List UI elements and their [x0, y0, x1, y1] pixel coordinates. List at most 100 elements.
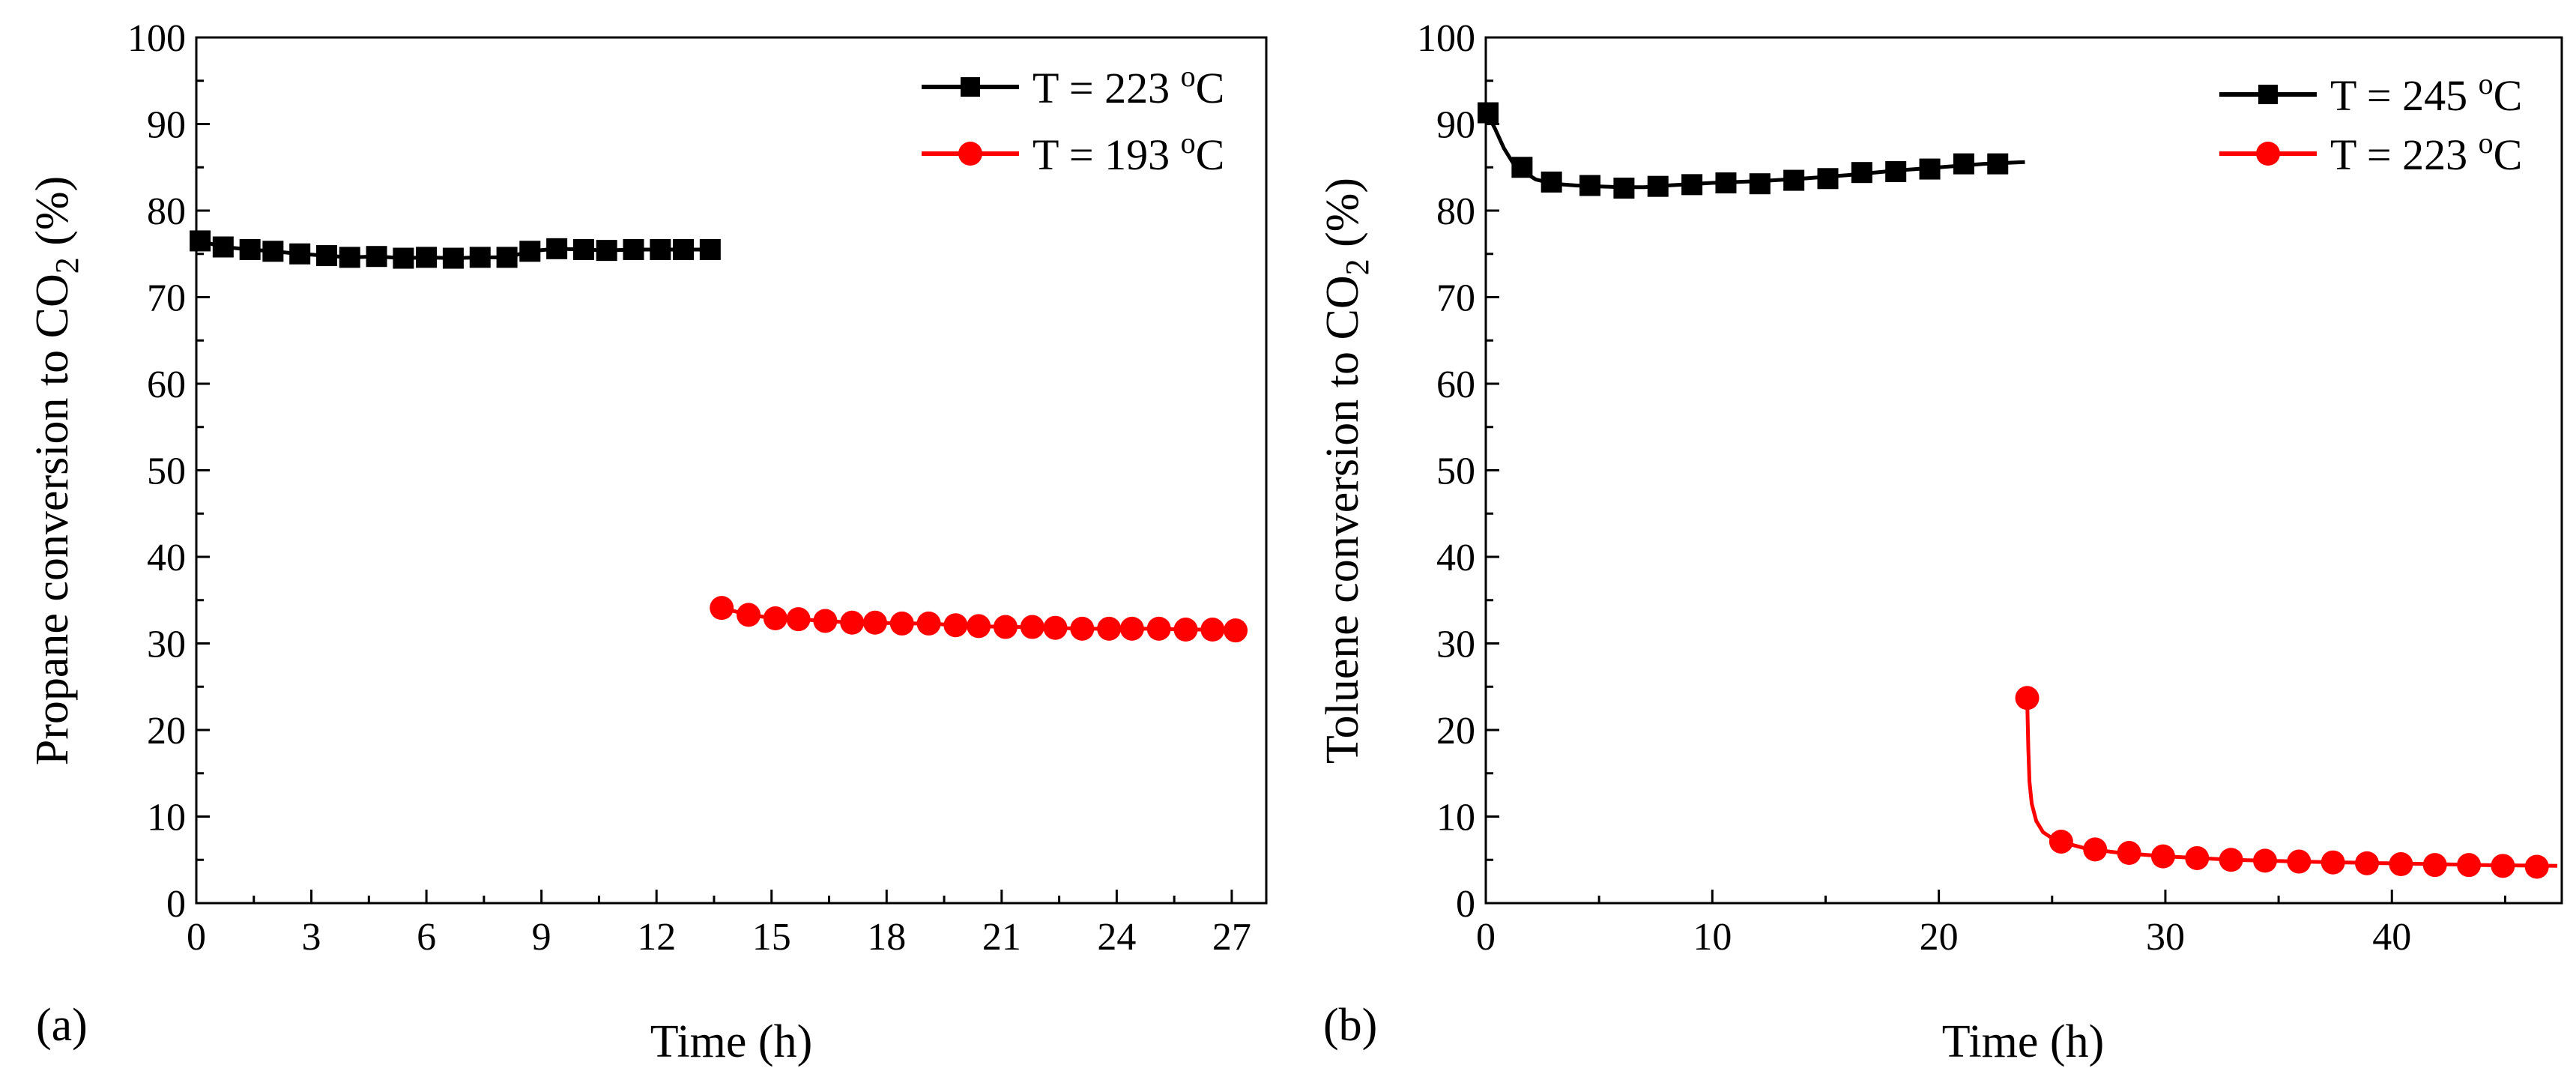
- y-tick-label: 0: [1456, 883, 1475, 926]
- y-tick-label: 80: [147, 190, 186, 233]
- data-point-square: [190, 230, 211, 252]
- panel-label-a: (a): [36, 1000, 88, 1051]
- y-axis-label-suffix-b: (%): [1317, 178, 1368, 259]
- data-point-square: [416, 247, 438, 268]
- y-tick-label: 10: [1436, 797, 1475, 839]
- data-point-square: [1783, 169, 1805, 191]
- data-point-circle: [862, 610, 887, 635]
- data-point-circle: [967, 614, 991, 639]
- series-group-b: [1478, 102, 2558, 879]
- legend-entry-b-0: T = 245 oC: [2219, 67, 2522, 120]
- data-point-circle: [1043, 615, 1068, 640]
- data-point-circle: [2287, 849, 2312, 874]
- legend-label-b-1: T = 223 oC: [2330, 126, 2522, 179]
- legend-a: T = 223 oC T = 193 oC: [922, 59, 1224, 179]
- data-point-square: [393, 247, 414, 269]
- data-point-circle: [813, 609, 838, 633]
- y-tick-label: 10: [147, 797, 186, 839]
- y-tick-label: 40: [147, 537, 186, 579]
- data-point-circle: [2083, 837, 2108, 862]
- y-tick-label: 60: [1436, 363, 1475, 406]
- data-point-circle: [889, 611, 914, 636]
- data-point-circle: [1020, 615, 1044, 639]
- data-point-circle: [840, 610, 865, 635]
- y-tick-label: 30: [1436, 624, 1475, 666]
- y-tick-label: 90: [147, 104, 186, 147]
- legend-marker-circle-a: [958, 142, 982, 166]
- data-point-square: [1715, 172, 1737, 194]
- y-tick-label: 60: [147, 363, 186, 406]
- legend-label-a-1: T = 193 oC: [1032, 126, 1224, 179]
- y-axis-label-text-a: Propane conversion to CO: [27, 274, 78, 765]
- legend-label-a-0: T = 223 oC: [1032, 59, 1224, 112]
- data-point-circle: [1070, 616, 1095, 641]
- data-point-circle: [943, 613, 968, 638]
- data-point-circle: [2457, 853, 2482, 878]
- y-tick-label: 70: [147, 277, 186, 320]
- y-tick-label: 20: [1436, 710, 1475, 752]
- data-point-square: [496, 247, 518, 268]
- y-axis-label-sub-a: 2: [49, 257, 85, 274]
- y-tick-label: 100: [1417, 17, 1475, 60]
- data-point-circle: [2015, 686, 2040, 711]
- data-point-circle: [2219, 848, 2243, 872]
- data-point-square: [1613, 177, 1635, 199]
- y-tick-label: 50: [1436, 450, 1475, 493]
- panel-b: 0 10 20 30 40 50 60 70 80 90 100 0 10 20 30 40 (b) Time…: [1317, 17, 2563, 1067]
- legend-entry-b-1: T = 223 oC: [2219, 126, 2522, 179]
- x-axis-label-b: Time (h): [1942, 1016, 2104, 1067]
- axis-ticks-b: 0 10 20 30 40 50 60 70 80 90 100 0 10 20 30 40: [1417, 17, 2506, 959]
- data-point-circle: [2185, 845, 2210, 870]
- data-point-square: [1919, 158, 1941, 180]
- data-point-square: [1511, 157, 1533, 178]
- y-axis-label-a: Propane conversion to CO2 (%): [27, 176, 85, 766]
- legend-marker-circle-b: [2256, 142, 2280, 166]
- data-point-circle: [710, 596, 734, 621]
- data-point-square: [1851, 162, 1872, 184]
- y-tick-label: 80: [1436, 190, 1475, 233]
- panel-a: 0 10 20 30 40 50 60 70 80 90 100 0 3 6 9 12 15 18 21 24 27 (…: [27, 17, 1268, 1067]
- data-point-circle: [737, 603, 761, 627]
- legend-entry-a-0: T = 223 oC: [922, 59, 1224, 112]
- data-point-square: [673, 238, 695, 260]
- x-tick-label: 30: [2146, 916, 2185, 959]
- x-tick-label: 10: [1693, 916, 1732, 959]
- data-point-square: [339, 247, 360, 268]
- x-tick-label: 12: [637, 916, 676, 959]
- x-tick-label: 20: [1920, 916, 1959, 959]
- data-point-circle: [1119, 616, 1144, 641]
- data-point-square: [1749, 173, 1771, 195]
- series-line-b-1: [2025, 698, 2558, 868]
- legend-b: T = 245 oC T = 223 oC: [2219, 67, 2522, 179]
- y-tick-label: 90: [1436, 104, 1475, 147]
- data-point-square: [316, 245, 338, 267]
- panel-label-b: (b): [1323, 1000, 1377, 1051]
- data-point-circle: [1097, 616, 1122, 641]
- data-point-circle: [2117, 841, 2141, 866]
- data-point-circle: [2150, 844, 2175, 869]
- y-axis-label-text-b: Toluene conversion to CO: [1317, 275, 1368, 764]
- x-tick-label: 18: [867, 916, 906, 959]
- y-tick-label: 40: [1436, 537, 1475, 579]
- data-point-square: [1953, 153, 1974, 175]
- x-tick-label: 40: [2372, 916, 2411, 959]
- data-point-square: [469, 247, 491, 268]
- data-point-square: [442, 247, 464, 269]
- data-point-square: [623, 238, 644, 260]
- data-point-circle: [1200, 618, 1225, 642]
- x-tick-label: 6: [417, 916, 436, 959]
- legend-marker-square-b: [2258, 85, 2278, 104]
- data-point-square: [262, 241, 284, 262]
- data-point-square: [1478, 102, 1499, 124]
- y-tick-label: 70: [1436, 277, 1475, 320]
- data-point-circle: [2049, 829, 2073, 854]
- data-point-square: [239, 238, 261, 260]
- data-point-square: [1885, 161, 1907, 183]
- x-tick-label: 0: [187, 916, 206, 959]
- y-axis-label-suffix-a: (%): [27, 176, 78, 257]
- data-point-square: [366, 246, 387, 268]
- y-tick-label: 20: [147, 710, 186, 752]
- legend-entry-a-1: T = 193 oC: [922, 126, 1224, 179]
- y-axis-label-sub-b: 2: [1339, 259, 1376, 275]
